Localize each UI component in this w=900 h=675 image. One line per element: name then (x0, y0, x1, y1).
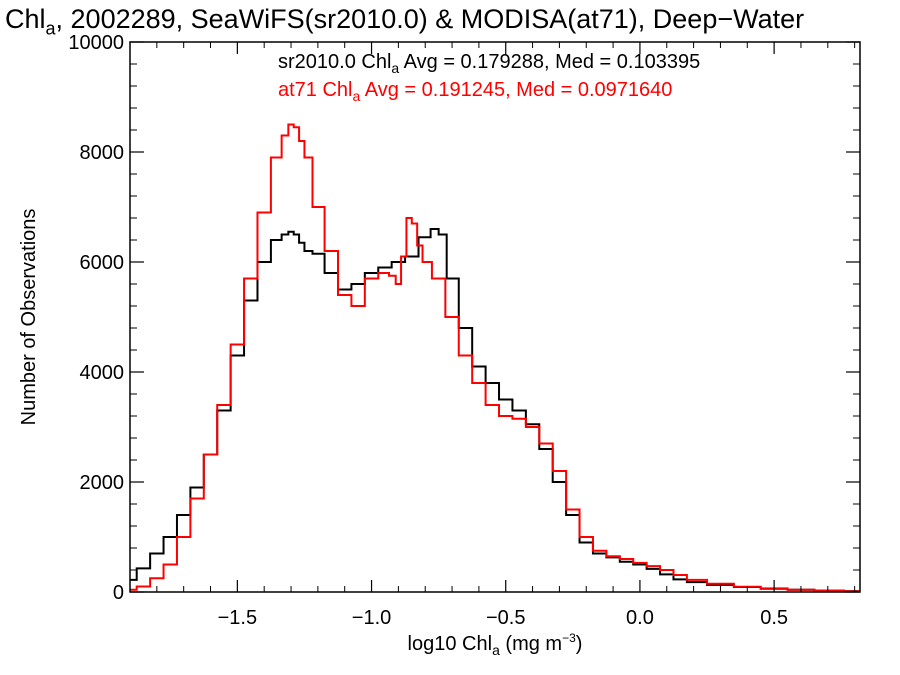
stat-annotation-at71: at71 Chla Avg = 0.191245, Med = 0.097164… (278, 79, 672, 104)
series-line-0 (130, 228, 860, 593)
chart-title: Chla, 2002289, SeaWiFS(sr2010.0) & MODIS… (5, 1, 804, 46)
stat-at71-subscript: a (353, 88, 361, 104)
title-rest: , 2002289, SeaWiFS(sr2010.0) & MODISA(at… (55, 4, 805, 34)
stat-sr2010-subscript: a (391, 60, 399, 76)
xlabel-main: log10 Chl (408, 633, 493, 655)
y-tick-label: 0 (113, 582, 124, 604)
x-tick-label: −0.5 (486, 607, 525, 629)
y-axis-label: Number of Observations (18, 209, 40, 426)
stat-annotation-sr2010: sr2010.0 Chla Avg = 0.179288, Med = 0.10… (278, 51, 700, 76)
x-tick-label: 0.0 (626, 607, 654, 629)
xlabel-superscript: −3 (562, 631, 576, 645)
stat-sr2010-suffix: Avg = 0.179288, Med = 0.103395 (399, 51, 700, 73)
xlabel-close: ) (576, 633, 583, 655)
y-tick-label: 8000 (80, 142, 125, 164)
ticks-group: −1.5 −1.0 −0.5 0.0 0.5 0 2000 4000 6000 8000 10000 (68, 32, 860, 629)
x-tick-label: −1.5 (218, 607, 257, 629)
plot-frame (129, 41, 861, 593)
plot-series-group (130, 123, 860, 593)
y-tick-label: 4000 (80, 362, 125, 384)
stat-sr2010-prefix: sr2010.0 Chl (278, 51, 391, 73)
stat-at71-suffix: Avg = 0.191245, Med = 0.0971640 (360, 79, 672, 101)
y-tick-label: 2000 (80, 472, 125, 494)
xlabel-unit: (mg m (500, 633, 562, 655)
title-main: Chl (5, 4, 46, 34)
series-line-1 (130, 123, 860, 593)
x-tick-label: −1.0 (352, 607, 391, 629)
title-subscript: a (45, 18, 56, 39)
y-tick-label: 6000 (80, 252, 125, 274)
y-tick-label: 10000 (68, 32, 124, 54)
x-axis-label: log10 Chla (mg m−3) (408, 631, 583, 658)
xlabel-subscript: a (492, 642, 500, 658)
x-tick-label: 0.5 (760, 607, 788, 629)
stat-at71-prefix: at71 Chl (278, 79, 353, 101)
